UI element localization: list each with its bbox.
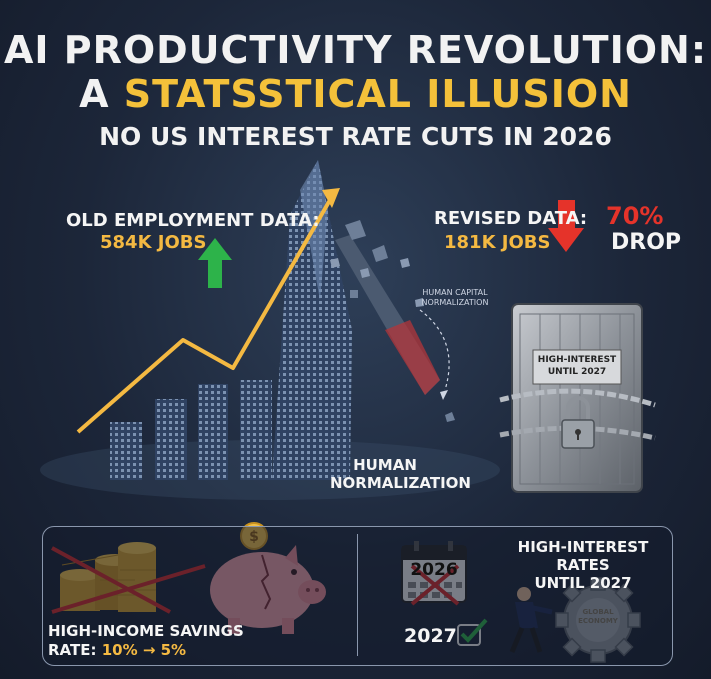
drop-percent: 70% xyxy=(606,202,664,230)
headline-highlight: STATSSTICAL ILLUSION xyxy=(123,72,632,116)
revised-data-value: 181K JOBS xyxy=(444,232,551,253)
trend-arrow-head xyxy=(322,188,340,208)
vault-sign-text: HIGH-INTEREST UNTIL 2027 xyxy=(533,354,621,378)
skyscraper xyxy=(272,160,352,480)
new-year: 2027 xyxy=(404,625,457,647)
curved-arrow xyxy=(419,309,450,391)
headline-prefix: A xyxy=(79,72,124,116)
curved-arrow-head xyxy=(440,390,448,400)
bar-building-1 xyxy=(110,422,142,480)
savings-rate-value: 10% → 5% xyxy=(101,641,187,659)
bar-building-3 xyxy=(198,384,228,480)
vault-sign xyxy=(532,349,622,385)
bottom-divider xyxy=(357,534,358,656)
headline-line-2: A STATSSTICAL ILLUSION xyxy=(0,72,711,116)
revised-data-label: REVISED DATA: xyxy=(434,208,588,229)
human-norm-line-1: HUMAN xyxy=(353,456,417,474)
up-arrow-icon xyxy=(198,238,232,288)
gear-label-line-2: ECONOMY xyxy=(578,617,618,625)
rates-title: HIGH-INTEREST RATES UNTIL 2027 xyxy=(508,538,658,592)
drop-word: DROP xyxy=(611,230,682,255)
collapsing-tower-piece xyxy=(330,220,455,422)
vault-sign-line-2: UNTIL 2027 xyxy=(547,367,607,377)
skyscraper-body xyxy=(272,160,352,480)
rates-title-line-2: UNTIL 2027 xyxy=(534,574,632,592)
savings-line-1: HIGH-INCOME SAVINGS xyxy=(48,622,244,640)
chain-icon xyxy=(499,388,656,408)
savings-rate-label: RATE: xyxy=(48,641,102,659)
bar-buildings xyxy=(110,380,272,480)
gear-label: GLOBAL ECONOMY xyxy=(576,608,620,626)
padlock-icon xyxy=(561,396,595,449)
vault-sign-line-1: HIGH-INTEREST xyxy=(537,355,617,365)
savings-rate-text: HIGH-INCOME SAVINGS RATE: 10% → 5% xyxy=(48,622,244,660)
old-data-label: OLD EMPLOYMENT DATA: xyxy=(66,210,320,231)
savings-line-2: RATE: 10% → 5% xyxy=(48,641,244,660)
bar-building-4 xyxy=(240,380,272,480)
trend-line xyxy=(76,198,332,434)
human-capital-annotation: HUMAN CAPITAL NORMALIZATION xyxy=(421,288,489,307)
human-normalization-label: HUMAN NORMALIZATION xyxy=(330,456,471,492)
vault xyxy=(499,303,656,493)
human-norm-line-2: NORMALIZATION xyxy=(330,474,471,492)
headline-line-1: AI PRODUCTIVITY REVOLUTION: xyxy=(3,28,708,72)
gear-label-line-1: GLOBAL xyxy=(582,608,614,616)
bar-building-2 xyxy=(155,399,187,480)
falling-slab-red xyxy=(385,320,440,395)
subtitle: NO US INTEREST RATE CUTS IN 2026 xyxy=(99,122,612,151)
rates-title-line-1: HIGH-INTEREST RATES xyxy=(517,538,649,574)
old-data-value: 584K JOBS xyxy=(100,232,207,253)
calendar-year: 2026 xyxy=(410,560,458,580)
down-arrow-icon xyxy=(548,200,584,252)
